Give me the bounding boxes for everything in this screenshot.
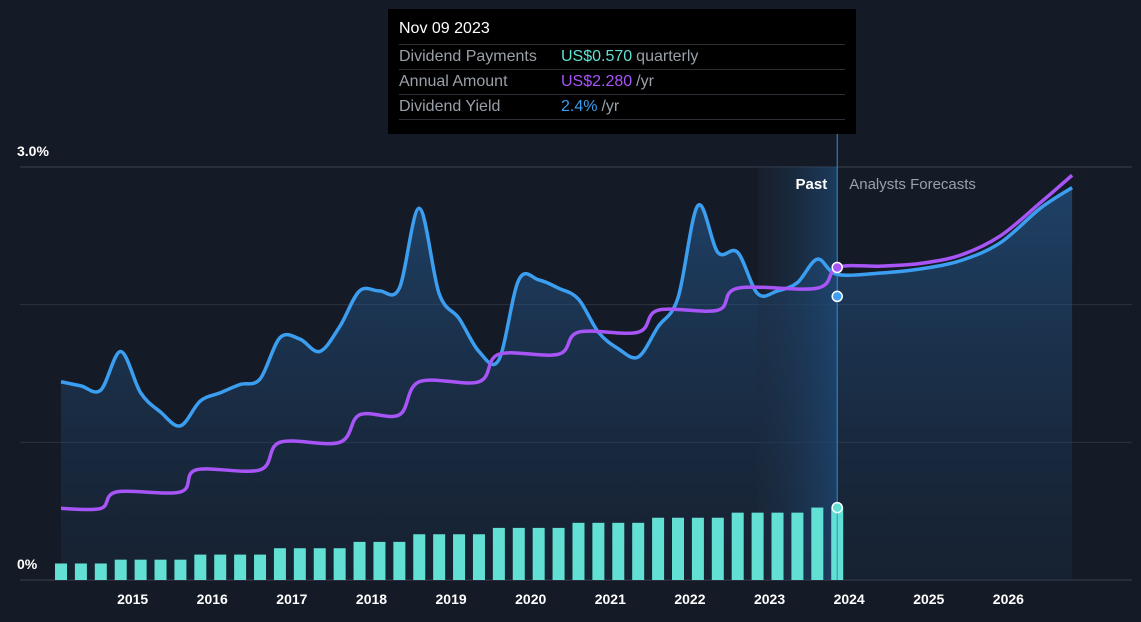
dividend-payment-bar [293,548,306,580]
dividend-payment-bar [552,527,565,580]
dividend-payment-bar [333,548,346,580]
dividend-payment-bar [55,563,67,580]
dividend-payment-bar [691,517,704,580]
payment-marker [831,501,843,514]
dividend-payment-bar [811,507,824,580]
x-tick-label: 2018 [356,591,387,607]
dividend-payment-bar [433,534,446,580]
dividend-payment-bar [353,541,366,580]
dividend-payment-bar [174,559,187,580]
dividend-payment-bar [492,527,505,580]
tooltip-row-dividend-yield: Dividend Yield 2.4% /yr [399,94,845,120]
yield-marker [831,290,843,303]
forecast-label: Analysts Forecasts [849,176,976,193]
y-tick-label: 3.0% [17,143,49,159]
dividend-payment-bar [652,517,665,580]
dividend-payment-bar [94,563,107,580]
x-tick-label: 2020 [515,591,546,607]
x-tick-label: 2015 [117,591,148,607]
dividend-payment-bar [592,522,605,580]
dividend-payment-bar [74,563,87,580]
dividend-payment-bar [671,517,684,580]
tooltip-value: US$2.280 [561,73,633,90]
x-tick-label: 2016 [197,591,228,607]
x-tick-label: 2017 [276,591,307,607]
dividend-payment-bar [254,554,267,580]
dividend-payment-bar [413,534,426,580]
dividend-payment-bar [154,559,167,580]
tooltip-unit: /yr [636,73,654,90]
dividend-payment-bar [313,548,326,580]
annual-marker [831,261,843,274]
dividend-yield-line [60,186,1074,428]
dividend-payment-bar [453,534,466,580]
tooltip-label: Dividend Payments [399,48,537,65]
dividend-payment-bar [572,522,585,580]
chart-tooltip: Nov 09 2023 Dividend Payments US$0.570 q… [388,9,856,134]
dividend-payment-bar [194,554,207,580]
dividend-payment-bar [373,541,386,580]
tooltip-value: 2.4% [561,98,598,115]
dividend-payment-bar [214,554,227,580]
dividend-payment-bar [771,512,784,580]
dividend-payment-bar [711,517,724,580]
dividend-payment-bar [472,534,485,580]
dividend-payment-bar [532,527,545,580]
x-tick-label: 2024 [834,591,865,607]
y-tick-label: 0% [17,556,38,572]
x-tick-label: 2025 [913,591,944,607]
x-tick-label: 2021 [595,591,626,607]
dividend-payment-bar [731,512,744,580]
tooltip-row-annual-amount: Annual Amount US$2.280 /yr [399,69,845,94]
x-tick-label: 2026 [993,591,1024,607]
tooltip-label: Annual Amount [399,73,508,90]
past-label: Past [796,176,828,193]
x-tick-label: 2023 [754,591,785,607]
dividend-payment-bar [612,522,625,580]
yield-area [61,187,1073,580]
tooltip-unit: /yr [601,98,620,115]
dividend-payment-bar [512,527,525,580]
dividend-payment-bar [632,522,645,580]
dividend-payment-bar [234,554,247,580]
annual-amount-line [60,173,1074,512]
tooltip-date: Nov 09 2023 [399,20,490,37]
tooltip-unit: quarterly [636,48,699,65]
past-region [757,167,838,580]
dividend-payment-bar [791,512,804,580]
dividend-payment-bar [114,559,127,580]
x-tick-label: 2022 [674,591,705,607]
tooltip-label: Dividend Yield [399,98,501,115]
dividend-payment-bar [134,559,147,580]
tooltip-row-dividend-payments: Dividend Payments US$0.570 quarterly [399,44,845,69]
tooltip-value: US$0.570 [561,48,633,65]
dividend-payment-bar [393,541,406,580]
dividend-payment-bar [273,548,286,580]
dividend-payment-bar [751,512,764,580]
x-tick-label: 2019 [436,591,467,607]
